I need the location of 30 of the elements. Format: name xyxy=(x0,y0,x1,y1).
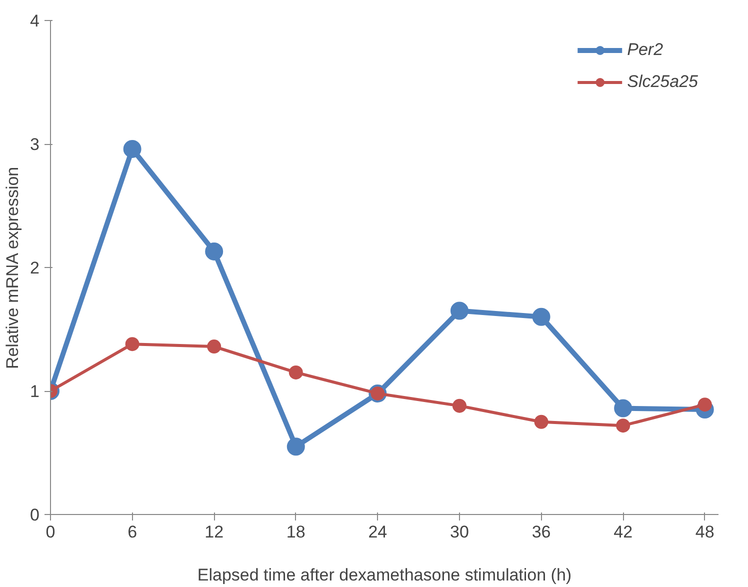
legend-label: Slc25a25 xyxy=(627,72,698,92)
y-axis-title: Relative mRNA expression xyxy=(3,166,22,370)
y-tick-label: 2 xyxy=(30,258,40,278)
x-tick-label: 36 xyxy=(532,522,551,542)
y-tick-label: 3 xyxy=(30,135,40,154)
point xyxy=(450,302,468,320)
x-tick-label: 12 xyxy=(204,522,224,542)
point xyxy=(288,365,303,380)
point xyxy=(614,399,632,418)
point xyxy=(123,140,142,158)
legend-label: Per2 xyxy=(627,40,664,60)
y-tick-label: 0 xyxy=(30,506,40,524)
x-tick-label: 30 xyxy=(450,522,469,542)
x-tick-label: 42 xyxy=(614,522,633,542)
point xyxy=(125,337,140,352)
point xyxy=(616,418,630,433)
point xyxy=(452,398,466,413)
x-tick-label: 18 xyxy=(286,522,306,542)
x-axis-title: Elapsed time after dexamethasone stimulation (h) xyxy=(197,566,572,584)
x-tick-label: 48 xyxy=(695,522,714,542)
point xyxy=(286,438,305,456)
x-tick-label: 0 xyxy=(46,522,56,542)
point xyxy=(532,308,550,326)
y-tick-label: 1 xyxy=(30,382,40,401)
point xyxy=(205,242,224,260)
x-tick-label: 6 xyxy=(128,522,138,542)
x-tick-label: 24 xyxy=(368,522,388,542)
point xyxy=(207,340,222,354)
y-tick-label: 4 xyxy=(30,12,40,30)
point xyxy=(534,414,548,429)
